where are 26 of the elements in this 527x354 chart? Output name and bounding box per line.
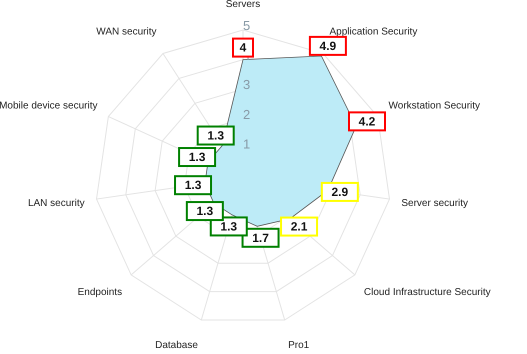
y-tick-label: 1 bbox=[243, 136, 250, 152]
data-label: 2.1 bbox=[290, 220, 308, 234]
y-tick-label: 3 bbox=[243, 77, 250, 92]
spoke-label: Pro1 bbox=[288, 340, 310, 351]
data-label: 1.3 bbox=[207, 128, 224, 143]
data-label: 4 bbox=[240, 40, 247, 55]
data-label: 1.3 bbox=[188, 150, 206, 164]
spoke-label: Servers bbox=[226, 0, 260, 10]
spoke-label: Workstation Security bbox=[388, 100, 480, 112]
y-tick-label: 5 bbox=[243, 18, 250, 33]
spoke-label: Mobile device security bbox=[0, 100, 98, 112]
y-tick-label: 2 bbox=[243, 106, 250, 122]
data-label: 1.7 bbox=[252, 230, 270, 245]
data-label: 4.2 bbox=[358, 114, 376, 128]
spoke-label: WAN security bbox=[96, 26, 156, 38]
spoke-label: Server security bbox=[401, 198, 468, 209]
data-label: 1.3 bbox=[184, 178, 202, 192]
spoke-label: LAN security bbox=[28, 198, 85, 209]
data-label: 2.9 bbox=[332, 184, 349, 199]
spoke-label: Endpoints bbox=[78, 286, 122, 298]
spoke-label: Database bbox=[155, 340, 198, 351]
data-label: 4.9 bbox=[320, 38, 337, 53]
spoke-label: Cloud Infrastructure Security bbox=[364, 286, 491, 298]
data-label: 1.3 bbox=[196, 204, 214, 218]
data-label: 1.3 bbox=[220, 219, 238, 234]
spoke-label: Application Security bbox=[330, 26, 418, 38]
